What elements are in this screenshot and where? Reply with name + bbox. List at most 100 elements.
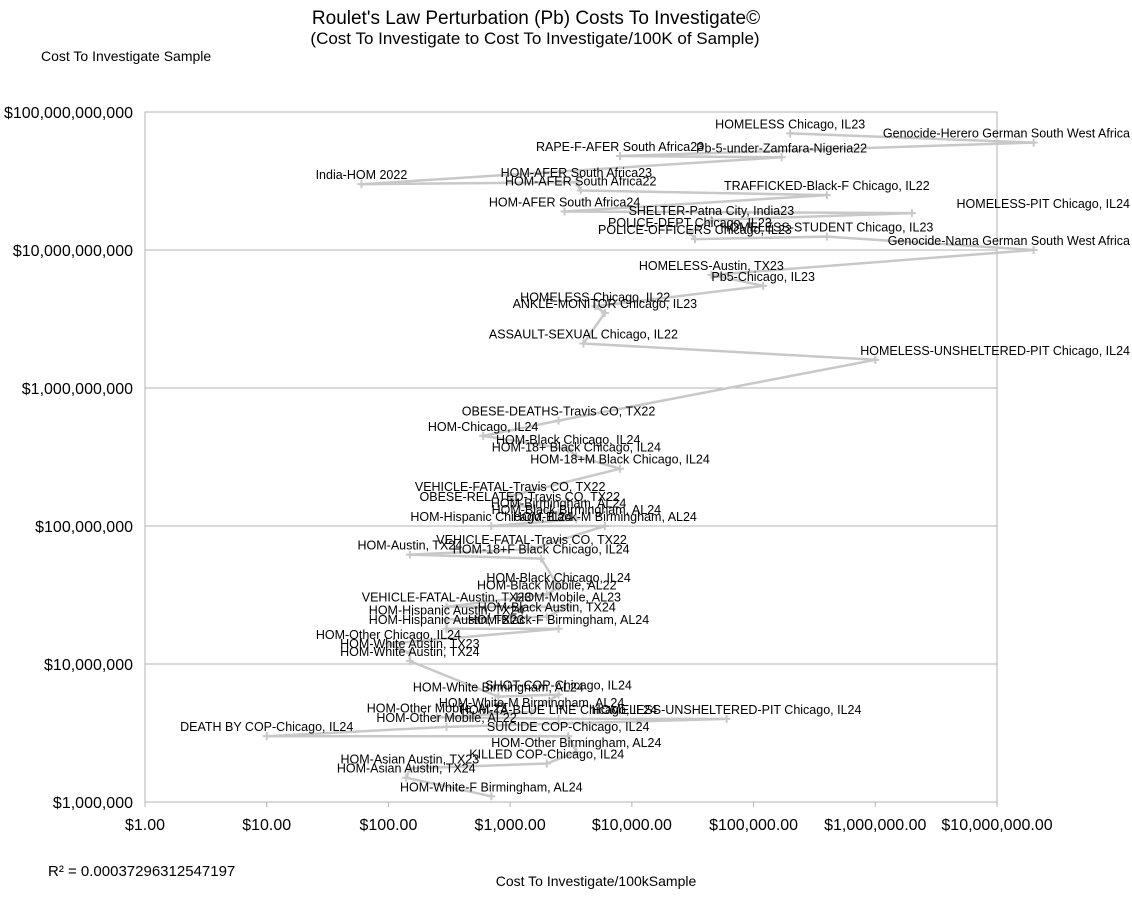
data-point [690,235,699,244]
data-point [572,748,581,757]
data-label: HOM-18+M Black Chicago, IL24 [530,453,710,467]
x-axis-title: Cost To Investigate/100kSample [496,873,697,889]
data-point [402,773,411,782]
data-point [542,612,551,621]
x-tick-label: $100,000.00 [709,817,798,834]
data-point [405,657,414,666]
data-label: HOMELESS-Austin, TX23 [639,259,784,273]
data-point [554,690,563,699]
data-point [564,602,573,611]
data-point [506,491,515,500]
data-point [494,692,503,701]
data-label: HOM-Other Chicago, IL24 [316,628,461,642]
plot-area: $1,000,000 $10,000,000 $100,000,000 $1,000,… [4,105,1130,834]
y-tick-label: $10,000,000 [44,657,133,674]
data-point [579,339,588,348]
data-label: HOM-AFER South Africa24 [489,196,640,210]
chart-title: Roulet's Law Perturbation (Pb) Costs To … [312,8,760,29]
data-point [600,522,609,530]
data-label: HOM-Black-M Birmingham, AL24 [513,510,697,524]
data-point [442,624,451,633]
data-label: HOM-Black Chicago, IL24 [486,571,631,585]
data-point [572,515,581,524]
x-tick-label: $1,000,000.00 [824,817,926,834]
data-label: HOM-Asian Austin, TX23 [341,752,480,766]
data-point [907,209,916,218]
data-label: VEHICLE-FATAL-Austin, TX23 [362,591,532,605]
data-point [572,178,581,187]
data-label: HOM-Hispanic Chicago, IL24 [410,510,572,524]
data-point [405,649,414,658]
data-point [487,522,496,530]
data-point [537,554,546,563]
data-point [442,722,451,731]
y-tick-label: $10,000,000,000 [13,243,133,260]
data-point [442,615,451,624]
data-label: SUICIDE COP-Chicago, IL24 [487,720,650,734]
data-label: HOMELESS-UNSHELTERED-PIT Chicago, IL24 [860,344,1130,358]
data-label: HOMELESS-UNSHELTERED-PIT Chicago, IL24 [592,703,862,717]
data-label: HOM-Black Chicago, IL24 [496,433,641,447]
data-point [527,707,536,716]
data-label: HOM-18+F Black Chicago, IL24 [453,543,630,557]
data-point [432,713,441,722]
data-label: SHOT-COP-Chicago, IL24 [485,679,632,693]
data-point [777,153,786,162]
data-label: HOM-Other Mobile, AL23 [367,701,507,715]
data-label: India-HOM 2022 [316,168,408,182]
data-point [564,732,573,741]
data-label: HOMELESS-STUDENT Chicago, IL23 [720,221,933,235]
r-squared-annotation: R² = 0.00037296312547197 [48,863,235,880]
data-point [572,452,581,461]
data-label: HOMELESS Chicago, IL23 [715,117,865,131]
data-point [554,583,563,592]
y-tick-label: $100,000,000,000 [4,105,133,122]
data-label: HOM-White Austin, TX23 [340,637,479,651]
data-label: HOM-Hispanic Austin, TX24 [369,604,524,618]
data-label: HOM-Black Austin, TX24 [478,601,616,615]
data-point [576,186,585,195]
y-axis-title: Cost To Investigate Sample [41,48,211,64]
data-label: HOM-Hispanic Austin, TX23 [369,613,524,627]
data-label: HOM-TA-BLUE LINE Chicago, IL24 [460,703,657,717]
data-point [616,464,625,473]
data-label: Pb5-Chicago, IL23 [711,270,815,284]
data-label: RAPE-F-AFER South Africa23 [536,140,704,154]
data-label: HOM-Asian Austin, TX24 [337,762,476,776]
y-tick-label: $1,000,000 [53,795,133,812]
x-tick-label: $10.00 [242,817,291,834]
data-point [722,714,731,723]
data-label: Genocide-Herero German South West Africa [883,127,1130,141]
data-label: HOM-Black Birmingham, AL24 [492,503,662,517]
data-label: HOM-White Birmingham, AL24 [413,681,584,695]
x-tick-label: $1.00 [125,817,165,834]
data-point [564,445,573,454]
data-label: VEHICLE-FATAL-Travis CO, TX22 [415,480,606,494]
data-point [357,180,366,189]
data-point [786,129,795,138]
data-point [707,215,716,224]
y-tick-label: $1,000,000,000 [22,381,133,398]
data-point [554,416,563,425]
data-label: HOM-Black-F Birmingham, AL24 [468,613,649,627]
data-label: HOM-AFER South Africa23 [501,166,652,180]
data-point [554,624,563,633]
data-point [707,270,716,279]
data-label: Pb-5-under-Zamfara-Nigeria22 [696,141,867,155]
data-point [262,732,271,741]
data-label: DEATH BY COP-Chicago, IL24 [180,720,353,734]
data-point [1029,246,1038,254]
data-point [822,191,831,200]
data-label: HOM-Other Birmingham, AL24 [491,736,661,750]
data-label: HOMELESS-PIT Chicago, IL24 [957,197,1131,211]
data-label: HOM-AFER South Africa22 [505,174,656,188]
x-tick-label: $1,000.00 [475,817,546,834]
data-label: TRAFFICKED-Black-F Chicago, IL22 [724,179,930,193]
data-point [442,602,451,611]
data-point [871,355,880,364]
data-point [542,759,551,768]
data-label: HOM-White-F Birmingham, AL24 [400,780,583,794]
data-point [600,308,609,317]
data-label: HOM-White Austin, TX24 [340,645,479,659]
